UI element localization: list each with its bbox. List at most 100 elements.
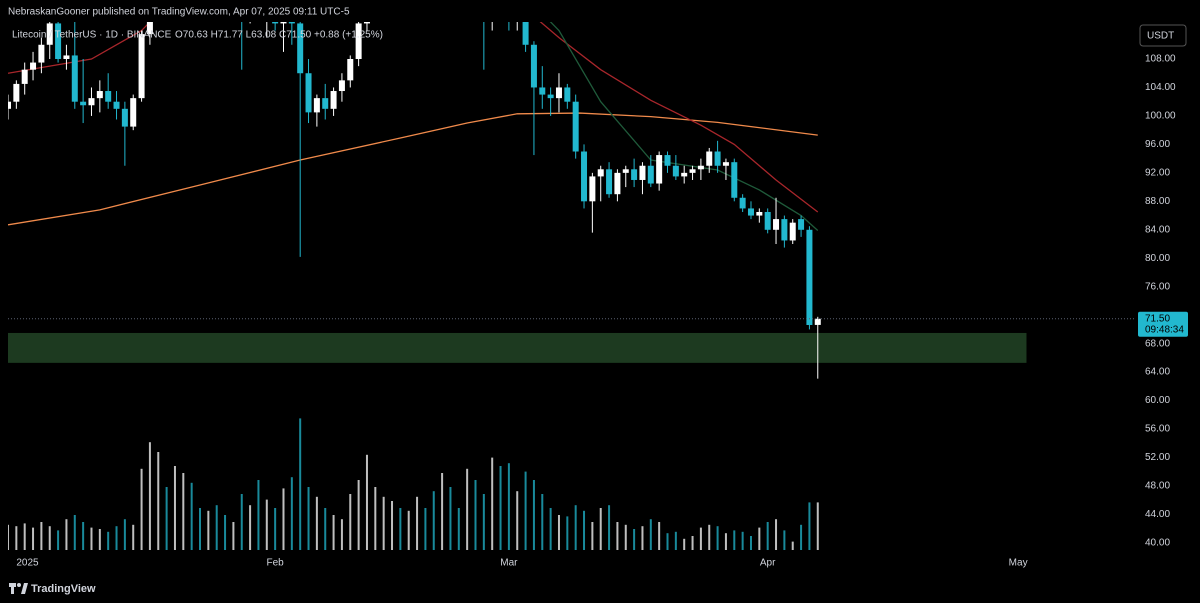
- volume-bar: [758, 527, 761, 550]
- volume-bar: [207, 510, 210, 550]
- candle-body: [539, 87, 546, 95]
- volume-bar: [48, 526, 51, 550]
- y-tick-label: 92.00: [1145, 167, 1170, 178]
- volume-bar: [708, 524, 711, 550]
- volume-bar: [315, 496, 318, 550]
- x-tick-label: 2025: [16, 558, 39, 569]
- volume-bar: [182, 473, 185, 550]
- volume-bar: [98, 529, 101, 550]
- candle-body: [272, 22, 279, 24]
- candle-body: [530, 44, 537, 88]
- candle-body: [773, 219, 780, 230]
- candle-body: [71, 55, 78, 102]
- volume-bar: [507, 463, 510, 550]
- volume-bar: [691, 536, 694, 550]
- candle-body: [597, 169, 604, 177]
- countdown: 09:48:34: [1145, 324, 1184, 335]
- last-price-box: [1138, 311, 1188, 337]
- plot-area: [8, 22, 1027, 550]
- volume-bar: [40, 522, 43, 550]
- candle-body: [46, 23, 53, 45]
- candle-body: [322, 98, 329, 109]
- candle-body: [21, 69, 28, 84]
- candle-body: [706, 151, 713, 166]
- volume-bar: [132, 524, 135, 550]
- y-tick-label: 76.00: [1145, 281, 1170, 292]
- volume-bar: [658, 522, 661, 550]
- y-tick-label: 52.00: [1145, 452, 1170, 463]
- volume-bar: [215, 505, 218, 550]
- currency-box[interactable]: [1139, 24, 1187, 47]
- volume-bar: [32, 527, 35, 550]
- volume-bar: [165, 487, 168, 550]
- volume-bar: [357, 480, 360, 550]
- y-tick-label: 88.00: [1145, 196, 1170, 207]
- candle-body: [764, 211, 771, 230]
- candle-body: [664, 155, 671, 166]
- volume-bar: [332, 515, 335, 550]
- volume-bar: [574, 505, 577, 550]
- volume-bar: [441, 473, 444, 550]
- candle-body: [88, 98, 95, 106]
- volume-bar: [82, 522, 85, 550]
- candle-body: [747, 208, 754, 216]
- y-tick-label: 40.00: [1145, 538, 1170, 549]
- volume-bar: [741, 531, 744, 550]
- candle-body: [80, 101, 87, 106]
- candle-body: [63, 55, 70, 60]
- volume-bar: [641, 526, 644, 550]
- support-zone: [8, 332, 1027, 363]
- volume-bar: [324, 508, 327, 550]
- volume-bar: [449, 487, 452, 550]
- volume-bar: [783, 530, 786, 550]
- volume-bar: [633, 529, 636, 550]
- volume-bar: [733, 530, 736, 550]
- volume-bar: [407, 510, 410, 550]
- candle-body: [731, 162, 738, 198]
- volume-bar: [624, 524, 627, 550]
- candle-body: [121, 108, 128, 127]
- candle-body: [297, 23, 304, 74]
- volume-bar: [474, 480, 477, 550]
- volume-bar: [374, 487, 377, 550]
- volume-bar: [23, 523, 26, 550]
- volume-bar: [816, 502, 819, 550]
- volume-bar: [257, 480, 260, 550]
- volume-bar: [307, 487, 310, 550]
- candle-body: [355, 23, 362, 60]
- volume-bar: [583, 510, 586, 550]
- volume-bar: [173, 466, 176, 550]
- volume-bar: [457, 508, 460, 550]
- volume-bar: [724, 533, 727, 550]
- volume-bar: [532, 480, 535, 550]
- candle-body: [55, 23, 62, 60]
- volume-bar: [716, 526, 719, 550]
- candle-body: [313, 98, 320, 113]
- candle-body: [789, 222, 796, 241]
- volume-bar: [282, 488, 285, 550]
- currency[interactable]: USDT: [1147, 31, 1174, 42]
- y-tick-label: 84.00: [1145, 224, 1170, 235]
- candle-body: [581, 151, 588, 202]
- last-price-label: 71.50: [1145, 313, 1170, 324]
- candle-body: [564, 87, 571, 102]
- volume-bar: [157, 452, 160, 550]
- volume-bar: [499, 466, 502, 550]
- volume-bar: [432, 491, 435, 550]
- volume-bar: [775, 519, 778, 550]
- volume-bar: [299, 418, 302, 550]
- volume-bar: [290, 477, 293, 550]
- volume-bar: [541, 494, 544, 550]
- candle-body: [722, 162, 729, 166]
- x-tick-label: May: [1009, 558, 1028, 569]
- y-tick-label: 60.00: [1145, 395, 1170, 406]
- volume-bar: [766, 522, 769, 550]
- candle-body: [280, 22, 287, 24]
- candle-body: [622, 169, 629, 173]
- candle-body: [689, 169, 696, 173]
- moving-average: [8, 112, 818, 226]
- y-tick-label: 80.00: [1145, 253, 1170, 264]
- volume-bar: [557, 515, 560, 550]
